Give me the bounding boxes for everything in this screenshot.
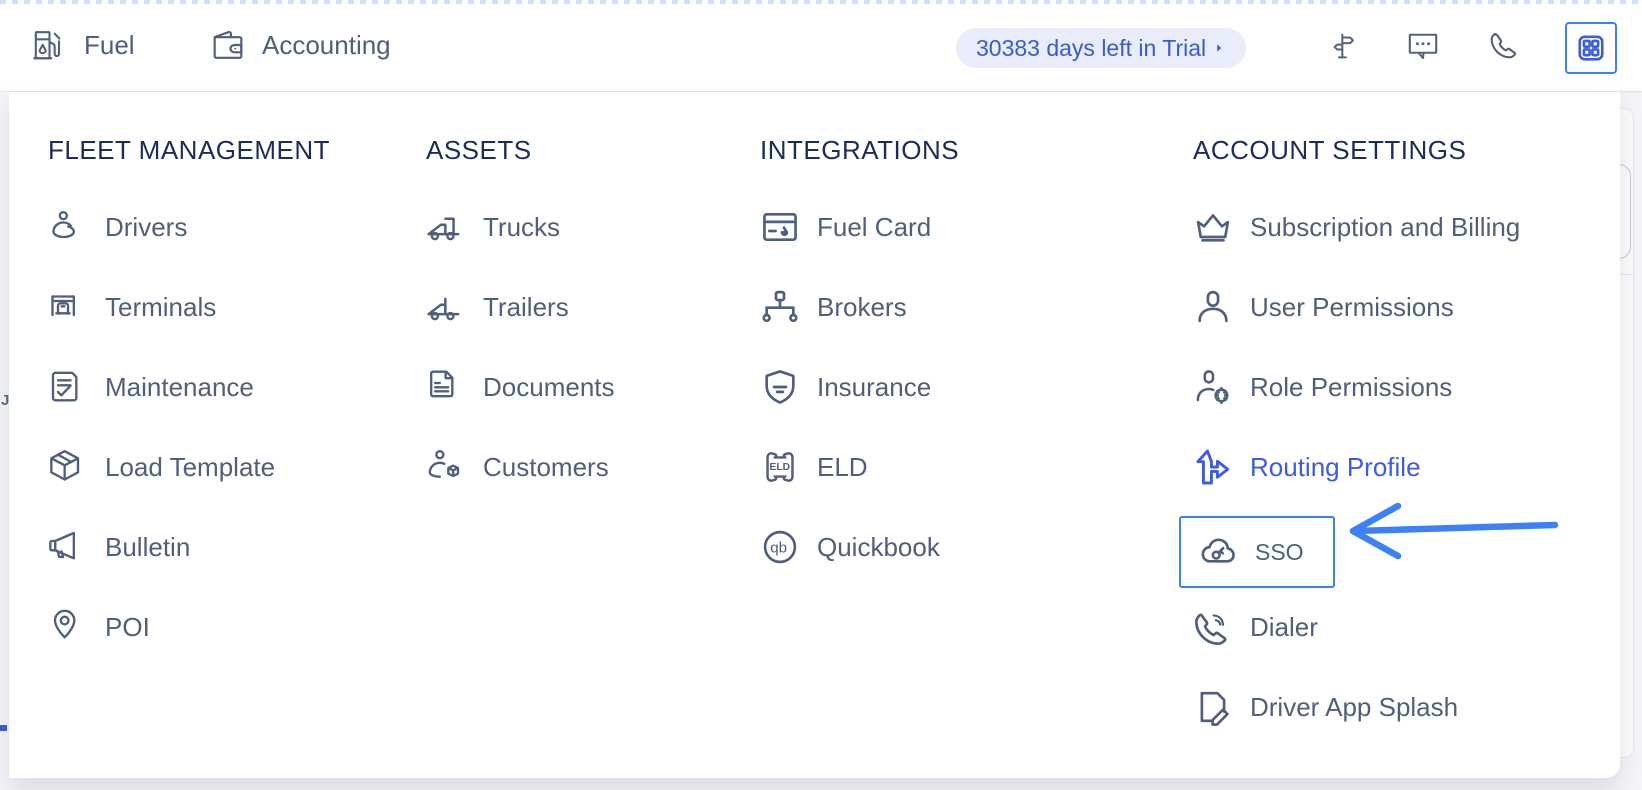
- svg-text:qb: qb: [770, 539, 787, 556]
- svg-text:ELD: ELD: [770, 462, 790, 473]
